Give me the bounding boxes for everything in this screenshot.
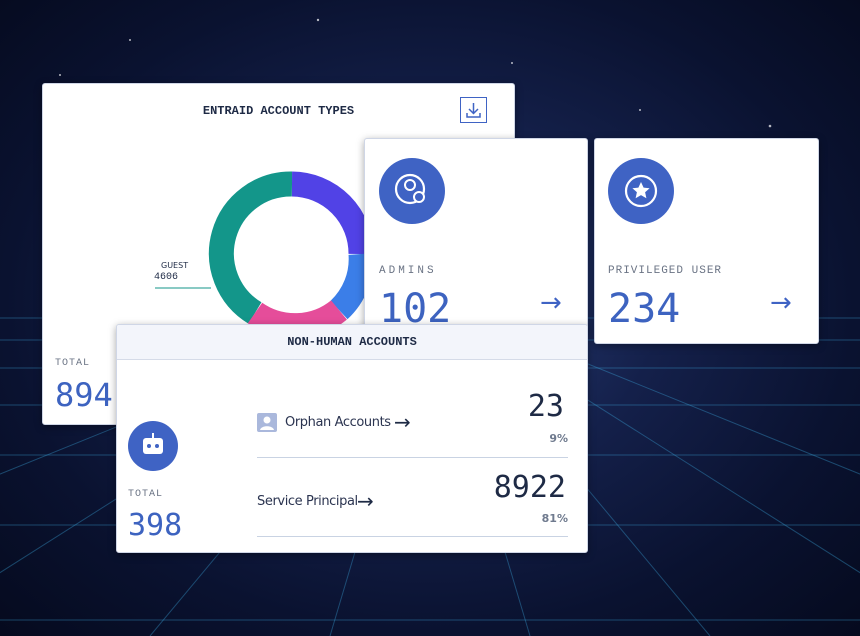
total-value: 894 bbox=[55, 376, 113, 414]
admins-label: ADMINS bbox=[379, 265, 437, 277]
non-human-card: NON-HUMAN ACCOUNTS TOTAL 398 Orphan Acco… bbox=[116, 324, 588, 553]
row-arrow[interactable]: → bbox=[394, 410, 411, 434]
privileged-value: 234 bbox=[608, 286, 681, 332]
row-count: 23 bbox=[527, 389, 564, 424]
download-button[interactable] bbox=[460, 97, 488, 123]
admins-arrow[interactable]: → bbox=[540, 288, 562, 318]
total-label: TOTAL bbox=[128, 489, 164, 500]
guest-label: GUEST bbox=[161, 261, 189, 270]
privileged-card[interactable]: PRIVILEGED USER 234 → bbox=[594, 138, 819, 344]
privileged-icon bbox=[608, 158, 674, 224]
total-value: 398 bbox=[128, 508, 183, 543]
row-percent: 81% bbox=[541, 512, 568, 525]
admins-icon bbox=[379, 158, 445, 224]
total-label: TOTAL bbox=[55, 358, 91, 369]
robot-icon bbox=[128, 421, 178, 471]
divider bbox=[257, 536, 568, 537]
row-arrow[interactable]: → bbox=[357, 489, 374, 513]
orphan-icon bbox=[257, 413, 277, 432]
card-title: NON-HUMAN ACCOUNTS bbox=[117, 325, 587, 360]
row-count: 8922 bbox=[493, 470, 566, 505]
privileged-arrow[interactable]: → bbox=[770, 288, 792, 318]
row-label[interactable]: Orphan Accounts bbox=[285, 415, 391, 430]
divider bbox=[257, 457, 568, 458]
row-percent: 9% bbox=[549, 432, 568, 445]
admins-card[interactable]: ADMINS 102 → bbox=[364, 138, 588, 334]
guest-value: 4606 bbox=[154, 272, 179, 283]
donut-chart bbox=[155, 171, 374, 339]
row-label[interactable]: Service Principal bbox=[257, 494, 358, 509]
card-title: ENTRAID ACCOUNT TYPES bbox=[202, 104, 355, 118]
privileged-label: PRIVILEGED USER bbox=[608, 265, 723, 277]
